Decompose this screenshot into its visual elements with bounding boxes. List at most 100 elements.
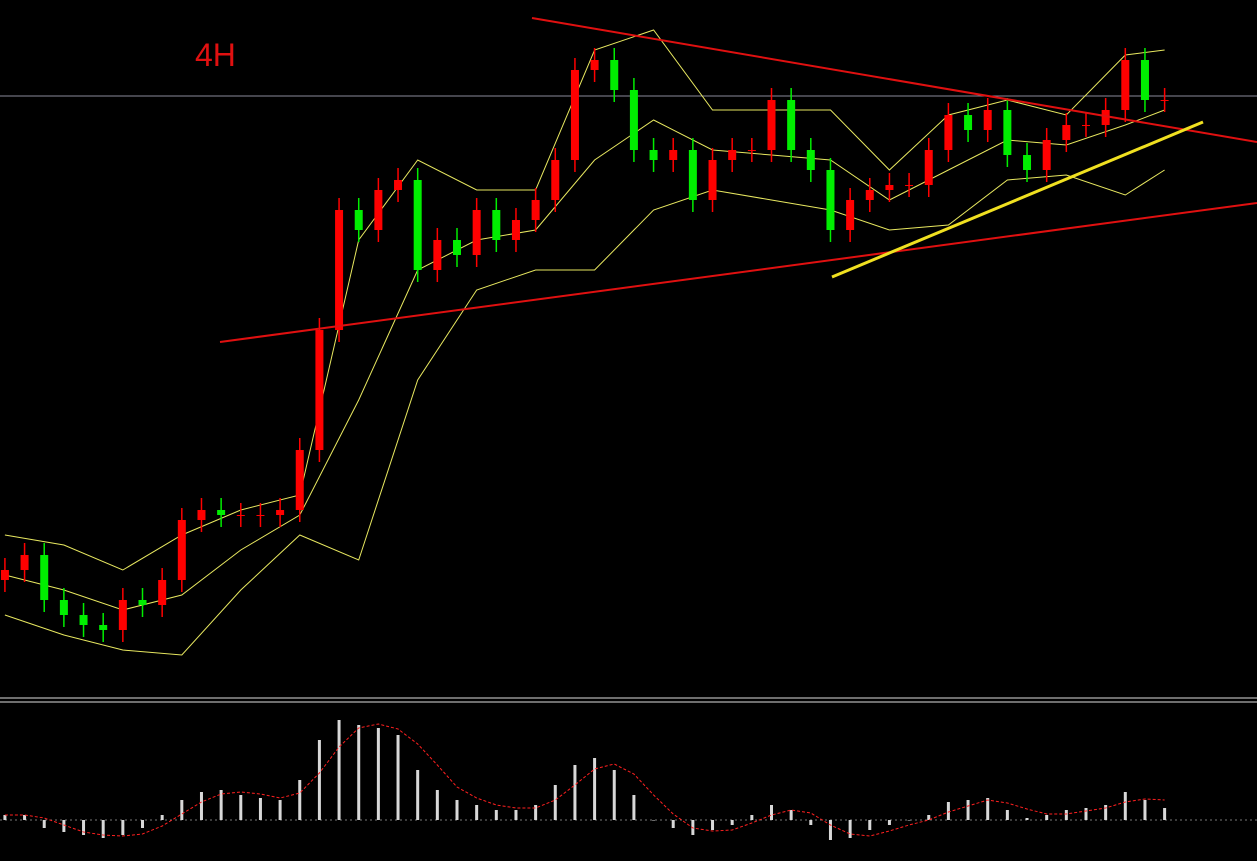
histogram-bar <box>828 820 832 840</box>
histogram-bar <box>1143 800 1147 820</box>
candle-body <box>511 220 520 240</box>
candle-body <box>335 210 344 330</box>
trendline <box>531 17 1257 143</box>
histogram-bar <box>101 820 105 838</box>
histogram-bar <box>121 820 125 835</box>
candle-body <box>669 150 678 160</box>
histogram-bar <box>1064 810 1068 820</box>
histogram-bar <box>966 800 970 820</box>
band-lower <box>4 169 1165 656</box>
histogram-bar <box>455 800 459 820</box>
candle-body <box>924 150 933 185</box>
candle-body <box>629 90 638 150</box>
histogram-bar <box>946 802 950 820</box>
candle-body <box>649 150 658 160</box>
candle-body <box>0 570 9 580</box>
histogram-bar <box>1163 808 1167 820</box>
histogram-bar <box>239 795 243 820</box>
histogram-bar <box>23 815 27 820</box>
histogram-bar <box>1025 818 1029 820</box>
histogram-bar <box>927 815 931 820</box>
histogram-bar <box>887 820 891 825</box>
histogram-bar <box>593 758 597 820</box>
histogram-bar <box>1005 810 1009 820</box>
histogram-bar <box>416 770 420 820</box>
candle-body <box>806 150 815 170</box>
histogram-bar <box>809 820 813 825</box>
histogram-bar <box>632 795 636 820</box>
candle-body <box>99 625 108 630</box>
trendline <box>831 120 1204 279</box>
price-panel <box>0 29 1169 656</box>
histogram-bar <box>1123 792 1127 820</box>
candle-body <box>1160 100 1169 101</box>
candle-body <box>531 200 540 220</box>
histogram-bar <box>141 820 145 828</box>
signal-line <box>4 723 1165 837</box>
histogram-bar <box>652 820 656 821</box>
candle-body <box>492 210 501 240</box>
candle-body <box>453 240 462 255</box>
candle-body <box>1023 155 1032 170</box>
histogram-bar <box>82 820 86 835</box>
histogram-bar <box>475 805 479 820</box>
band-middle <box>4 109 1165 611</box>
candle-body <box>177 520 186 580</box>
histogram-bar <box>671 820 675 828</box>
histogram-bar <box>435 790 439 820</box>
histogram-bar <box>573 765 577 820</box>
histogram-bar <box>376 728 380 820</box>
histogram-bar <box>730 820 734 825</box>
candle-body <box>610 60 619 90</box>
histogram-bar <box>789 810 793 820</box>
candle-body <box>354 210 363 230</box>
candle-body <box>865 190 874 200</box>
histogram-bar <box>612 770 616 820</box>
candle-body <box>118 600 127 630</box>
candle-body <box>885 185 894 190</box>
candle-body <box>20 555 29 570</box>
candle-body <box>846 200 855 230</box>
histogram-bar <box>553 785 557 820</box>
candle-body <box>472 210 481 255</box>
histogram-bar <box>396 735 400 820</box>
histogram-bar <box>1045 815 1049 820</box>
candle-body <box>394 180 403 190</box>
histogram-bar <box>3 815 7 820</box>
candle-body <box>197 510 206 520</box>
candle-body <box>944 115 953 150</box>
histogram-bar <box>1084 808 1088 820</box>
candle-body <box>1121 60 1130 110</box>
histogram-bar <box>534 805 538 820</box>
histogram-bar <box>199 792 203 820</box>
candle-body <box>767 100 776 150</box>
candle-body <box>374 190 383 230</box>
candle-body <box>1081 125 1090 126</box>
candle-body <box>1101 110 1110 125</box>
histogram-bar <box>337 720 341 820</box>
candle-body <box>964 115 973 130</box>
candle-body <box>79 615 88 625</box>
histogram-bar <box>1104 805 1108 820</box>
candle-body <box>747 150 756 151</box>
candle-body <box>1140 60 1149 100</box>
histogram-bar <box>711 820 715 830</box>
histogram-bar <box>62 820 66 832</box>
candle-body <box>433 240 442 270</box>
candle-body <box>688 150 697 200</box>
candle-body <box>983 110 992 130</box>
histogram-bar <box>750 815 754 820</box>
histogram-bar <box>848 820 852 838</box>
candle-body <box>728 150 737 160</box>
candle-body <box>236 515 245 516</box>
candle-body <box>1042 140 1051 170</box>
candle-body <box>40 555 49 600</box>
histogram-bar <box>514 810 518 820</box>
histogram-bar <box>42 820 46 828</box>
histogram-bar <box>868 820 872 830</box>
candle-body <box>315 330 324 450</box>
histogram-bar <box>160 815 164 820</box>
candle-body <box>787 100 796 150</box>
candle-body <box>590 60 599 70</box>
candle-body <box>1062 125 1071 140</box>
